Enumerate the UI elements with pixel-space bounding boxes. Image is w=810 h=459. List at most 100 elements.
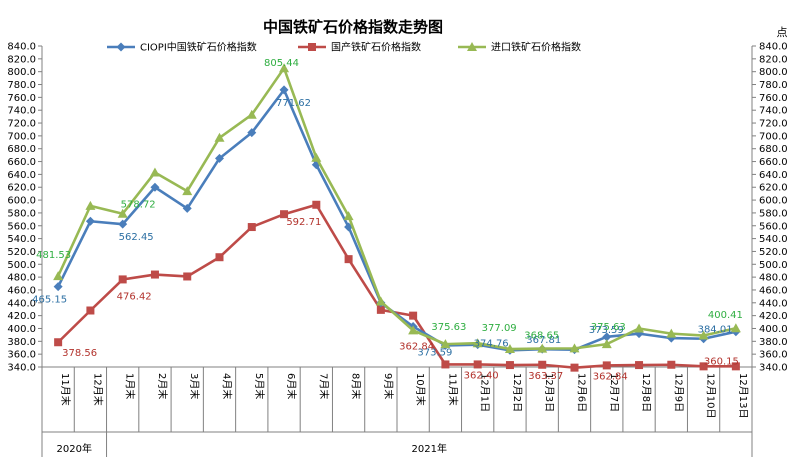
y-tick-label-right: 360.0 [759,350,788,361]
data-point [666,328,677,338]
data-label: 362.84 [399,342,434,353]
data-point [375,296,386,306]
y-tick-label-right: 600.0 [759,196,788,207]
x-tick-label: 8月末 [350,373,363,399]
legend-item: 国产铁矿石价格指数 [298,41,421,54]
data-point [182,186,193,196]
data-point [116,42,126,52]
data-point [408,325,419,335]
y-tick-label-right: 560.0 [759,221,788,232]
y-tick-label-right: 340.0 [759,363,788,374]
data-point [279,63,290,73]
y-tick-label-left: 840.0 [7,42,36,53]
y-tick-label-right: 720.0 [759,119,788,130]
data-point [441,360,450,369]
series-line [57,203,736,369]
y-tick-label-right: 780.0 [759,80,788,91]
data-point [183,272,192,281]
y-tick-label-left: 600.0 [7,196,36,207]
y-tick-label-left: 420.0 [7,311,36,322]
data-point [570,363,579,372]
y-tick-label-left: 460.0 [7,285,36,296]
series-layer [53,63,741,372]
data-label: 367.81 [526,335,561,346]
data-point [118,275,127,284]
data-point [85,216,95,226]
data-point [150,270,159,279]
data-point [569,343,580,353]
data-point [505,361,514,370]
y-tick-label-right: 440.0 [759,298,788,309]
y-tick-label-right: 540.0 [759,234,788,245]
data-point [308,43,316,51]
data-point [730,323,741,333]
data-point [504,344,515,354]
x-tick-label: 12月9日 [672,373,684,412]
y-tick-label-left: 400.0 [7,324,36,335]
data-label: 592.71 [286,217,321,228]
chart-title: 中国铁矿石价格指数走势图 [263,18,443,36]
y-tick-label-right: 840.0 [759,42,788,53]
legend-item: CIOPI中国铁矿石价格指数 [107,41,257,54]
right-axis-unit: 点 [777,26,788,39]
data-point [117,208,128,218]
data-label: 378.56 [62,348,97,359]
data-point [601,339,612,349]
axes: 340.0 340.0 360.0 360.0 380.0 380.0 400.0 400.0… [7,42,788,457]
data-point [467,42,477,51]
y-tick-label-left: 700.0 [7,131,36,142]
y-tick-label-left: 660.0 [7,157,36,168]
y-tick-label-right: 800.0 [759,67,788,78]
x-tick-label: 4月末 [221,373,234,399]
x-tick-label: 11月末 [59,373,72,406]
data-point [150,182,160,192]
y-tick-label-left: 620.0 [7,183,36,194]
data-label: 476.42 [117,291,152,302]
x-tick-label: 12月3日 [543,373,555,412]
x-tick-label: 1月末 [124,373,137,399]
data-point [699,362,708,371]
data-point [85,200,96,210]
data-point [602,361,611,370]
data-point [635,361,644,370]
year-group-label: 2020年 [57,442,92,455]
x-tick-label: 12月末 [91,373,104,406]
y-tick-label-left: 740.0 [7,106,36,117]
y-tick-label-right: 640.0 [759,170,788,181]
data-point [731,362,740,371]
y-tick-label-left: 340.0 [7,363,36,374]
x-tick-label: 6月末 [285,373,298,399]
y-tick-label-left: 820.0 [7,54,36,65]
y-tick-label-left: 560.0 [7,221,36,232]
y-tick-label-left: 800.0 [7,67,36,78]
data-point [473,360,482,369]
data-point [698,330,709,340]
x-tick-label: 12月8日 [640,373,652,412]
data-label: 373.59 [417,347,452,358]
data-point [215,153,224,163]
legend: CIOPI中国铁矿石价格指数 国产铁矿石价格指数 进口铁矿石价格指数 [107,41,581,54]
data-point [538,360,547,369]
x-tick-label: 12月10日 [705,373,717,418]
y-tick-label-left: 440.0 [7,298,36,309]
x-tick-label: 10月末 [414,373,427,406]
data-point [86,306,95,315]
data-label: 578.72 [121,200,156,211]
series-1 [54,200,740,372]
y-tick-label-right: 760.0 [759,93,788,104]
y-tick-label-left: 780.0 [7,80,36,91]
y-tick-label-right: 620.0 [759,183,788,194]
data-point [440,339,451,349]
y-tick-label-right: 740.0 [759,106,788,117]
data-label: 375.63 [431,322,466,333]
y-tick-label-left: 520.0 [7,247,36,258]
data-point [54,338,63,347]
data-label: 771.62 [276,98,311,109]
data-label: 805.44 [264,58,299,69]
y-tick-label-left: 720.0 [7,119,36,130]
x-tick-label: 9月末 [382,373,395,399]
data-label: 362.40 [464,370,499,381]
data-point [667,360,676,369]
y-tick-label-left: 680.0 [7,144,36,155]
